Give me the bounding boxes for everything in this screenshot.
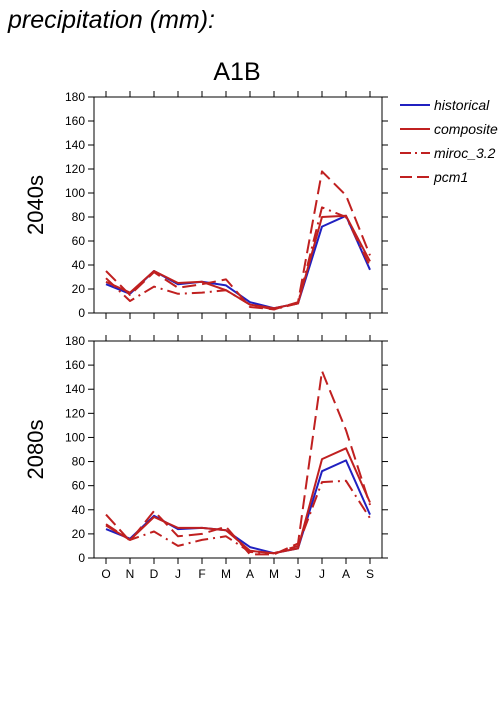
series-line-pcm1 bbox=[105, 170, 371, 311]
y-tick-label: 120 bbox=[65, 162, 85, 176]
x-tick-label: D bbox=[150, 567, 159, 581]
panel-label: 2040s bbox=[23, 175, 48, 235]
x-tick-label: S bbox=[366, 567, 374, 581]
legend-label: composite bbox=[434, 121, 498, 137]
y-tick-label: 100 bbox=[65, 186, 85, 200]
series-line-composite bbox=[105, 447, 371, 555]
y-tick-label: 80 bbox=[72, 455, 86, 469]
y-tick-label: 20 bbox=[72, 527, 86, 541]
y-tick-label: 160 bbox=[65, 114, 85, 128]
x-tick-label: J bbox=[319, 567, 325, 581]
x-tick-label: F bbox=[198, 567, 205, 581]
x-tick-label: A bbox=[342, 567, 350, 581]
panel-2080s: 0 20 40 60 80 100 120 140 160 180 O N D J F M A M J J A S 2080… bbox=[23, 334, 388, 581]
y-tick-label: 0 bbox=[78, 551, 85, 565]
y-tick-label: 40 bbox=[72, 503, 86, 517]
x-tick-label: M bbox=[221, 567, 231, 581]
plot-frame bbox=[93, 96, 383, 314]
y-tick-label: 0 bbox=[78, 306, 85, 320]
series-line-miroc_3.2 bbox=[105, 206, 371, 311]
x-tick-label: A bbox=[246, 567, 254, 581]
y-tick-label: 180 bbox=[65, 334, 85, 348]
y-tick-label: 20 bbox=[72, 282, 86, 296]
y-tick-label: 120 bbox=[65, 406, 85, 420]
x-tick-label: M bbox=[269, 567, 279, 581]
chart-legend: historical composite miroc_3.2 pcm1 bbox=[400, 97, 498, 185]
y-tick-label: 180 bbox=[65, 90, 85, 104]
legend-label: historical bbox=[434, 97, 490, 113]
y-tick-label: 140 bbox=[65, 138, 85, 152]
panel-label: 2080s bbox=[23, 420, 48, 480]
series-line-composite bbox=[105, 214, 371, 310]
y-tick-label: 80 bbox=[72, 210, 86, 224]
y-tick-label: 140 bbox=[65, 382, 85, 396]
series-line-pcm1 bbox=[105, 370, 371, 556]
x-tick-label: J bbox=[295, 567, 301, 581]
legend-label: miroc_3.2 bbox=[434, 145, 496, 161]
panel-2040s: 0 20 40 60 80 100 120 140 160 180 2040s bbox=[23, 90, 388, 320]
x-tick-label: O bbox=[101, 567, 110, 581]
series-line-miroc_3.2 bbox=[105, 479, 371, 555]
legend-label: pcm1 bbox=[433, 169, 468, 185]
x-tick-label: N bbox=[126, 567, 135, 581]
y-tick-label: 60 bbox=[72, 234, 86, 248]
y-tick-label: 100 bbox=[65, 430, 85, 444]
scenario-title: A1B bbox=[213, 58, 260, 86]
y-tick-label: 160 bbox=[65, 358, 85, 372]
page-title: precipitation (mm): bbox=[8, 6, 215, 34]
y-tick-label: 40 bbox=[72, 258, 86, 272]
y-tick-label: 60 bbox=[72, 479, 86, 493]
x-tick-label: J bbox=[175, 567, 181, 581]
plot-frame bbox=[93, 340, 383, 559]
